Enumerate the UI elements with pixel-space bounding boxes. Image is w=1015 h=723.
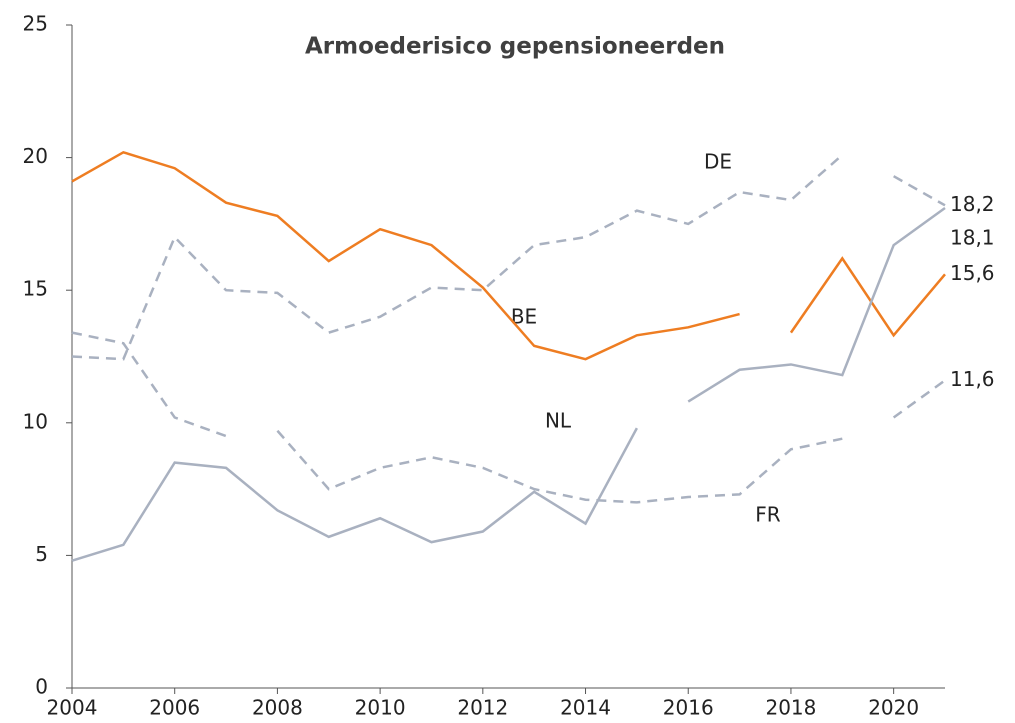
- line: [687, 206, 946, 403]
- y-tick-label: 10: [23, 409, 48, 433]
- x-tick-label: 2008: [252, 696, 303, 720]
- line: [893, 175, 946, 207]
- x-tick-label: 2016: [663, 696, 714, 720]
- line: [71, 150, 740, 361]
- line: [276, 429, 843, 504]
- x-tick-label: 2012: [457, 696, 508, 720]
- y-tick-label: 5: [35, 542, 48, 566]
- x-tick-label: 2010: [355, 696, 406, 720]
- chart-title: Armoederisico gepensioneerden: [305, 34, 725, 60]
- line: [789, 256, 946, 338]
- annotation: NL: [545, 409, 572, 433]
- value-label: 18,1: [950, 225, 995, 249]
- line: [71, 331, 227, 438]
- annotation: FR: [755, 503, 781, 527]
- line: [71, 427, 638, 562]
- x-tick-label: 2018: [765, 696, 816, 720]
- y-tick-label: 20: [23, 144, 48, 168]
- y-tick-label: 25: [23, 12, 48, 36]
- line: [71, 154, 844, 361]
- x-tick-label: 2006: [149, 696, 200, 720]
- annotation: DE: [704, 150, 732, 174]
- line: [892, 379, 946, 419]
- x-tick-label: 2020: [868, 696, 919, 720]
- x-tick-label: 2014: [560, 696, 611, 720]
- x-tick-label: 2004: [47, 696, 98, 720]
- y-tick-label: 15: [23, 277, 48, 301]
- value-label: 18,2: [950, 192, 995, 216]
- value-label: 11,6: [950, 367, 995, 391]
- value-label: 15,6: [950, 261, 995, 285]
- y-tick-label: 0: [35, 675, 48, 699]
